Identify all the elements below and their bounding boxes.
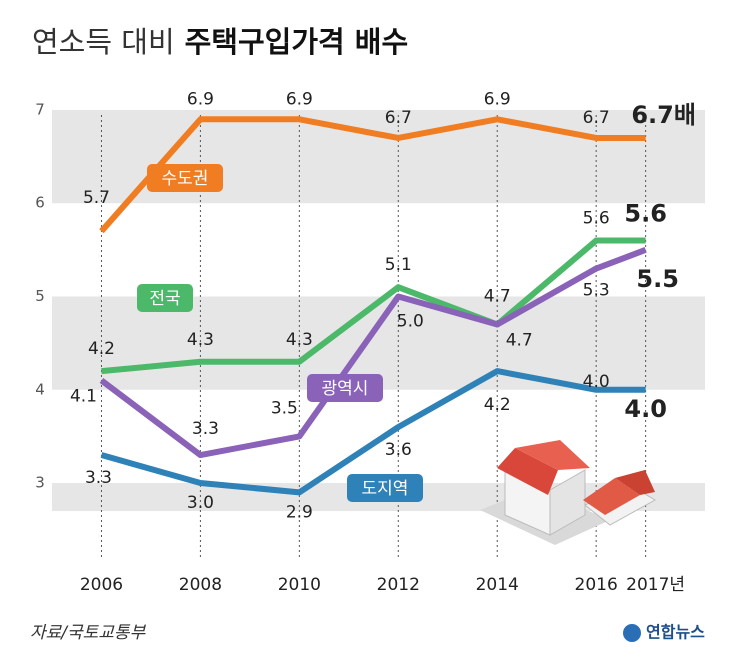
logo-icon <box>623 624 641 642</box>
title-bold: 주택구입가격 배수 <box>185 25 409 59</box>
value-label: 6.7 <box>385 108 412 128</box>
legend-label: 전국 <box>149 289 180 309</box>
value-label: 6.7 <box>583 108 610 128</box>
value-label: 4.1 <box>70 386 97 406</box>
x-tick-label: 2010 <box>278 575 321 595</box>
value-label: 3.6 <box>385 440 412 460</box>
value-label: 3.3 <box>85 468 112 488</box>
value-label: 5.3 <box>583 281 610 301</box>
series-line <box>100 368 646 496</box>
value-label: 2.9 <box>286 502 313 522</box>
value-label: 6.9 <box>286 89 313 109</box>
value-label: 6.7배 <box>631 101 696 129</box>
plot: 3 4 5 6 7 2006 2008 2010 2012 2014 2016 2017년 5.7 6.9… <box>35 89 705 595</box>
y-tick-label: 5 <box>35 287 45 305</box>
x-tick-label: 2012 <box>377 575 420 595</box>
x-tick-label: 2008 <box>179 575 222 595</box>
value-label: 5.6 <box>624 200 667 228</box>
value-label: 4.3 <box>187 330 214 350</box>
y-tick-label: 4 <box>35 380 45 398</box>
legend-label: 도지역 <box>362 479 409 499</box>
value-label: 4.3 <box>286 330 313 350</box>
value-label: 5.1 <box>385 255 412 275</box>
series-name-box <box>307 374 383 402</box>
legend-label: 수도권 <box>162 169 209 189</box>
value-label: 5.5 <box>636 265 679 293</box>
series-name-box <box>137 284 193 312</box>
source: 자료/국토교통부 <box>30 623 147 643</box>
y-tick-label: 3 <box>35 474 45 492</box>
x-tick-label: 2006 <box>80 575 123 595</box>
x-tick-label: 2016 <box>575 575 618 595</box>
credit: 연합뉴스 <box>646 623 705 642</box>
series-line <box>99 247 647 459</box>
series-line <box>99 116 646 234</box>
value-label: 5.0 <box>397 312 424 332</box>
value-label: 4.7 <box>484 286 511 306</box>
x-tick-label: 2014 <box>476 575 519 595</box>
value-label: 3.5 <box>271 398 298 418</box>
series-line <box>101 237 646 375</box>
value-label: 4.7 <box>506 330 533 350</box>
series-name-box <box>347 474 423 502</box>
value-label: 4.2 <box>88 339 115 359</box>
value-label: 5.6 <box>583 209 610 229</box>
value-label: 4.0 <box>624 395 667 423</box>
value-label: 5.7 <box>83 188 110 208</box>
title-light: 연소득 대비 <box>32 25 175 59</box>
chart-title: 연소득 대비 주택구입가격 배수 <box>32 25 408 59</box>
y-tick-label: 7 <box>35 100 45 118</box>
value-label: 4.2 <box>484 395 511 415</box>
house-illustration <box>480 440 656 545</box>
value-label: 6.9 <box>187 89 214 109</box>
series-name-box <box>147 164 223 192</box>
value-label: 6.9 <box>484 89 511 109</box>
legend-label: 광역시 <box>322 379 369 399</box>
value-label: 3.0 <box>187 493 214 513</box>
x-tick-label: 2017년 <box>626 575 685 595</box>
value-label: 4.0 <box>583 372 610 392</box>
y-tick-label: 6 <box>35 194 45 212</box>
value-label: 3.3 <box>192 419 219 439</box>
